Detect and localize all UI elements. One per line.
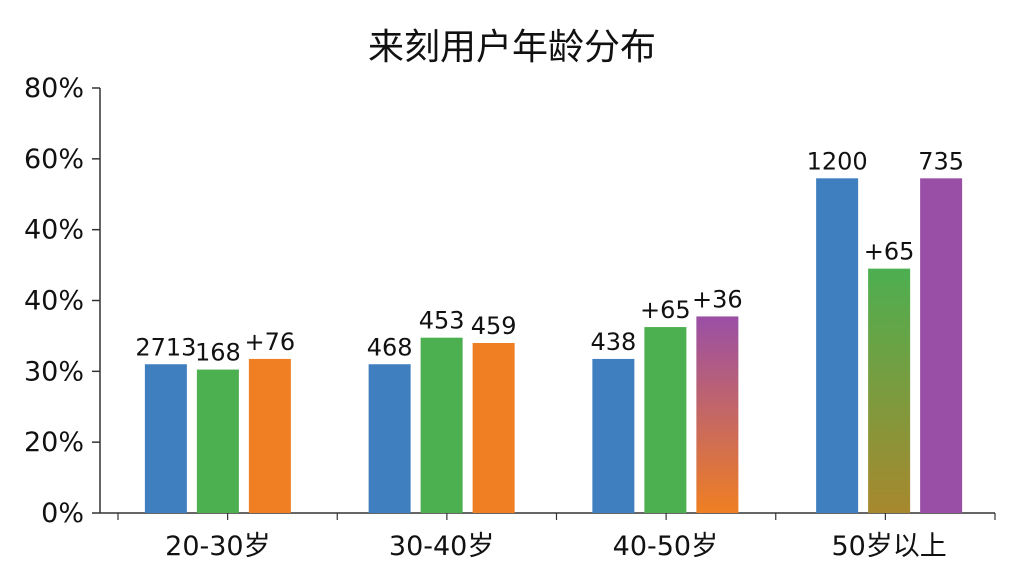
bar xyxy=(816,178,859,513)
data-label: 438 xyxy=(590,328,636,356)
data-label: 2713 xyxy=(135,333,196,361)
data-label: +65 xyxy=(864,238,915,266)
data-label: +36 xyxy=(692,285,743,313)
y-tick-label: 30% xyxy=(24,356,84,387)
bar xyxy=(920,178,963,513)
x-category-label: 30-40岁 xyxy=(389,531,494,562)
bar xyxy=(368,364,411,513)
data-label: 468 xyxy=(367,333,413,361)
x-category-label: 40-50岁 xyxy=(613,531,718,562)
y-tick-label: 60% xyxy=(24,144,84,175)
bar xyxy=(644,327,687,513)
data-label: 168 xyxy=(195,339,241,367)
bar xyxy=(144,364,187,513)
bar xyxy=(420,337,463,513)
y-tick-label: 20% xyxy=(24,427,84,458)
data-label: 735 xyxy=(918,147,964,175)
data-label: 1200 xyxy=(807,147,868,175)
y-tick-label: 40% xyxy=(24,215,84,246)
y-tick-label: 80% xyxy=(24,73,84,104)
data-label: +76 xyxy=(245,328,296,356)
bar xyxy=(696,316,739,513)
x-category-label: 50岁以上 xyxy=(831,531,946,562)
bar xyxy=(592,358,635,513)
x-category-label: 20-30岁 xyxy=(165,531,270,562)
y-tick-label: 40% xyxy=(24,286,84,317)
data-label: 459 xyxy=(471,312,517,340)
bar xyxy=(248,358,291,513)
chart-title: 来刻用户年龄分布 xyxy=(367,27,656,68)
data-label: +65 xyxy=(640,296,691,324)
bar xyxy=(868,268,911,513)
bar xyxy=(196,369,239,513)
y-tick-label: 0% xyxy=(41,498,84,529)
bar xyxy=(472,343,515,513)
data-label: 453 xyxy=(419,307,465,335)
